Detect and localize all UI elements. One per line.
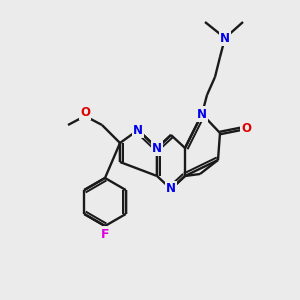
Text: O: O — [80, 106, 90, 118]
Text: N: N — [220, 32, 230, 44]
Text: N: N — [166, 182, 176, 196]
Text: O: O — [242, 122, 251, 135]
Text: F: F — [101, 227, 109, 241]
Text: N: N — [133, 124, 143, 136]
Text: N: N — [197, 107, 207, 121]
Text: N: N — [152, 142, 162, 154]
